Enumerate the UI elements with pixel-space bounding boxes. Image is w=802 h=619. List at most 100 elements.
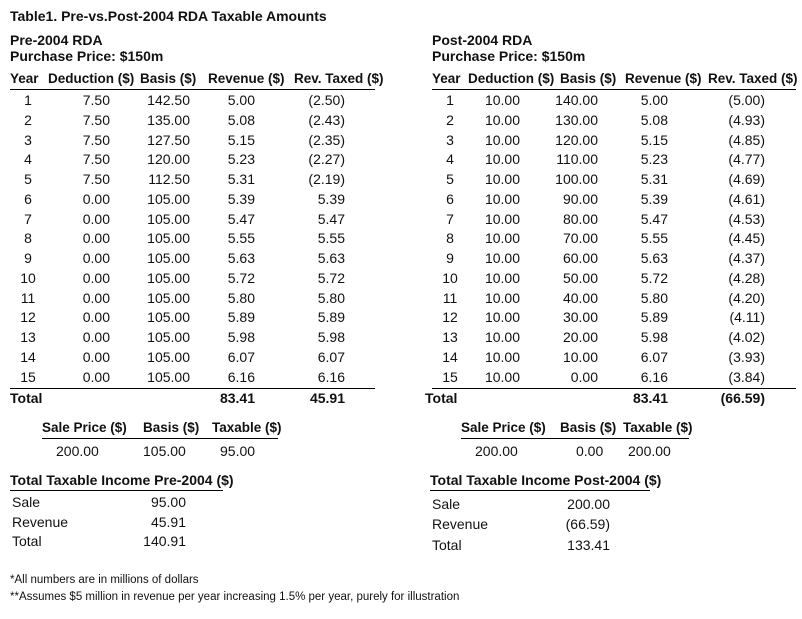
post-cell-rev-taxed: (4.45) [728, 230, 765, 247]
post-cell-revenue: 5.72 [640, 269, 668, 286]
post-income-heading: Total Taxable Income Post-2004 ($) [430, 472, 662, 488]
pre-cell-rev-taxed: 5.39 [317, 190, 345, 207]
pre-cell-basis: 105.00 [147, 329, 190, 345]
pre-sale-col-price: Sale Price ($) [42, 420, 127, 435]
pre-income-sale-label: Sale [12, 494, 41, 510]
pre-cell-deduction: 7.50 [82, 171, 110, 187]
post-cell-basis: 80.00 [562, 210, 598, 227]
post-cell-deduction: 10.00 [484, 289, 520, 306]
pre-row: 13 0.00 105.00 5.98 5.98 [0, 329, 802, 349]
pre-cell-year: 2 [24, 111, 32, 128]
post-sale-rule [461, 438, 689, 439]
pre-cell-basis: 105.00 [147, 190, 190, 207]
post-row: 15 10.00 0.00 6.16 (3.84) [0, 369, 802, 389]
pre-income-heading: Total Taxable Income Pre-2004 ($) [10, 472, 234, 488]
pre-cell-year: 13 [20, 329, 36, 345]
pre-cell-deduction: 0.00 [82, 190, 110, 207]
post-header-rule [432, 89, 796, 90]
pre-cell-rev-taxed: (2.19) [308, 171, 345, 187]
pre-row: 9 0.00 105.00 5.63 5.63 [0, 250, 802, 270]
post-cell-year: 9 [446, 250, 454, 266]
post-income-revenue-label: Revenue [432, 516, 489, 532]
post-cell-year: 13 [442, 329, 458, 345]
pre-purchase-price: Purchase Price: $150m [10, 48, 164, 64]
post-cell-deduction: 10.00 [484, 329, 520, 345]
post-row: 2 10.00 130.00 5.08 (4.93) [0, 112, 802, 132]
pre-row: 10 0.00 105.00 5.72 5.72 [0, 270, 802, 290]
post-income-rule [430, 490, 650, 491]
post-cell-year: 15 [442, 368, 458, 385]
pre-row: 7 0.00 105.00 5.47 5.47 [0, 211, 802, 231]
pre-income-total-label: Total [12, 533, 42, 549]
post-row: 6 10.00 90.00 5.39 (4.61) [0, 191, 802, 211]
post-income-sale-label: Sale [432, 496, 461, 512]
post-cell-year: 10 [442, 269, 458, 286]
post-cell-rev-taxed: (4.20) [728, 289, 765, 306]
post-total-rule [432, 388, 796, 389]
pre-cell-basis: 105.00 [147, 230, 190, 247]
post-cell-basis: 120.00 [555, 131, 598, 148]
post-cell-rev-taxed: (4.69) [728, 171, 765, 187]
post-row: 12 10.00 30.00 5.89 (4.11) [0, 309, 802, 329]
post-sale-taxable: 200.00 [628, 443, 671, 459]
pre-cell-revenue: 5.80 [227, 289, 255, 306]
post-row: 14 10.00 10.00 6.07 (3.93) [0, 349, 802, 369]
pre-income-rule [10, 490, 223, 491]
post-cell-basis: 20.00 [562, 329, 598, 345]
post-total-taxed: (66.59) [720, 390, 765, 406]
pre-cell-revenue: 5.31 [227, 171, 255, 187]
pre-cell-revenue: 5.39 [227, 190, 255, 207]
pre-row: 15 0.00 105.00 6.16 6.16 [0, 369, 802, 389]
post-income-revenue-value: (66.59) [565, 516, 610, 532]
pre-cell-rev-taxed: 5.55 [317, 230, 345, 247]
pre-cell-rev-taxed: 5.80 [317, 289, 345, 306]
post-cell-rev-taxed: (4.77) [728, 151, 765, 168]
pre-cell-revenue: 6.16 [227, 368, 255, 385]
pre-cell-year: 11 [20, 289, 36, 306]
pre-cell-revenue: 5.55 [227, 230, 255, 247]
pre-cell-year: 12 [20, 309, 36, 326]
post-cell-revenue: 6.07 [640, 348, 668, 365]
pre-cell-year: 1 [24, 92, 32, 108]
post-row: 1 10.00 140.00 5.00 (5.00) [0, 92, 802, 112]
pre-heading: Pre-2004 RDA [10, 32, 103, 48]
pre-cell-year: 10 [20, 269, 36, 286]
post-sale-basis: 0.00 [576, 443, 604, 459]
post-cell-rev-taxed: (3.93) [728, 348, 765, 365]
post-cell-revenue: 5.63 [640, 250, 668, 266]
post-cell-deduction: 10.00 [484, 210, 520, 227]
pre-col-rev-taxed: Rev. Taxed ($) [294, 71, 384, 86]
pre-row: 2 7.50 135.00 5.08 (2.43) [0, 112, 802, 132]
post-row: 8 10.00 70.00 5.55 (4.45) [0, 230, 802, 250]
pre-cell-year: 14 [20, 348, 36, 365]
pre-cell-year: 6 [24, 190, 32, 207]
pre-cell-basis: 105.00 [147, 368, 190, 385]
post-row: 7 10.00 80.00 5.47 (4.53) [0, 211, 802, 231]
pre-row: 1 7.50 142.50 5.00 (2.50) [0, 92, 802, 112]
post-cell-basis: 30.00 [562, 309, 598, 326]
pre-cell-revenue: 5.00 [227, 92, 255, 108]
post-col-rev-taxed: Rev. Taxed ($) [708, 71, 798, 86]
post-sale-col-basis: Basis ($) [560, 420, 617, 435]
post-cell-rev-taxed: (3.84) [728, 368, 765, 385]
pre-cell-rev-taxed: (2.35) [308, 131, 345, 148]
pre-cell-revenue: 5.89 [227, 309, 255, 326]
pre-cell-basis: 105.00 [147, 269, 190, 286]
pre-cell-basis: 142.50 [147, 92, 190, 108]
post-col-year: Year [432, 71, 461, 86]
pre-cell-basis: 105.00 [147, 289, 190, 306]
post-sale-col-taxable: Taxable ($) [623, 420, 693, 435]
post-row: 13 10.00 20.00 5.98 (4.02) [0, 329, 802, 349]
post-cell-rev-taxed: (4.37) [728, 250, 765, 266]
pre-cell-year: 4 [24, 151, 32, 168]
post-total-revenue: 83.41 [632, 390, 668, 406]
pre-total-revenue: 83.41 [219, 390, 255, 406]
post-sale-price: 200.00 [475, 443, 518, 459]
post-cell-revenue: 5.89 [640, 309, 668, 326]
post-cell-revenue: 5.08 [640, 111, 668, 128]
post-cell-year: 6 [446, 190, 454, 207]
pre-row: 3 7.50 127.50 5.15 (2.35) [0, 132, 802, 152]
post-cell-basis: 10.00 [562, 348, 598, 365]
table-title: Table1. Pre-vs.Post-2004 RDA Taxable Amo… [10, 8, 327, 24]
pre-cell-deduction: 0.00 [82, 348, 110, 365]
